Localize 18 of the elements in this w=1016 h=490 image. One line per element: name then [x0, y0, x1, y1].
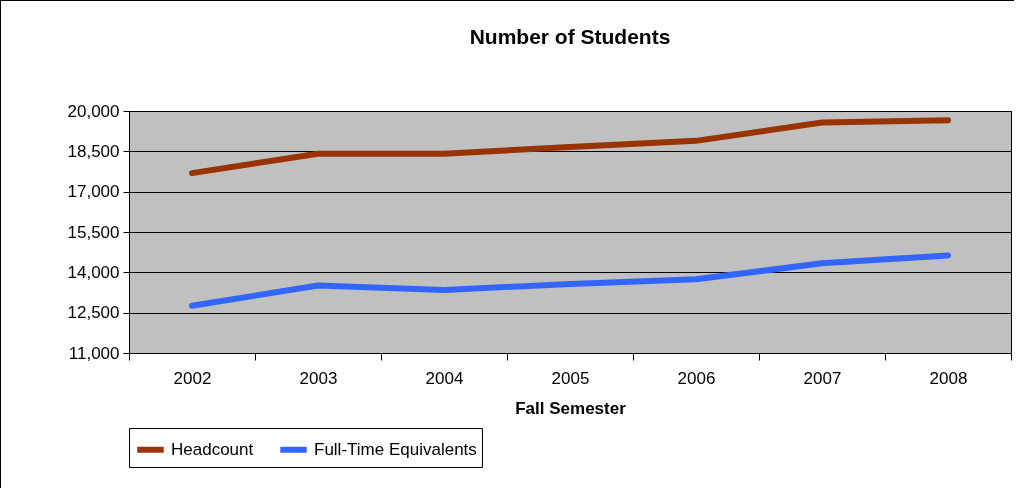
x-tick-label: 2005 [551, 368, 590, 388]
y-tick-label: 18,500 [67, 141, 120, 161]
y-tick-label: 12,500 [67, 303, 120, 323]
chart-title: Number of Students [469, 25, 671, 48]
x-tick-label: 2002 [173, 368, 212, 388]
x-tick-label: 2006 [677, 368, 716, 388]
legend-label: Headcount [171, 439, 254, 459]
y-tick-label: 20,000 [67, 101, 120, 121]
y-tick-label: 17,000 [67, 182, 120, 202]
y-tick-label: 11,000 [68, 343, 120, 363]
x-tick-label: 2008 [929, 368, 968, 388]
x-axis-title: Fall Semester [515, 398, 627, 418]
legend-label: Full-Time Equivalents [314, 439, 477, 459]
x-tick-label: 2004 [425, 368, 464, 388]
y-tick-label: 14,000 [67, 262, 120, 282]
x-tick-label: 2007 [803, 368, 842, 388]
x-tick-label: 2003 [299, 368, 338, 388]
y-tick-label: 15,500 [67, 222, 120, 242]
